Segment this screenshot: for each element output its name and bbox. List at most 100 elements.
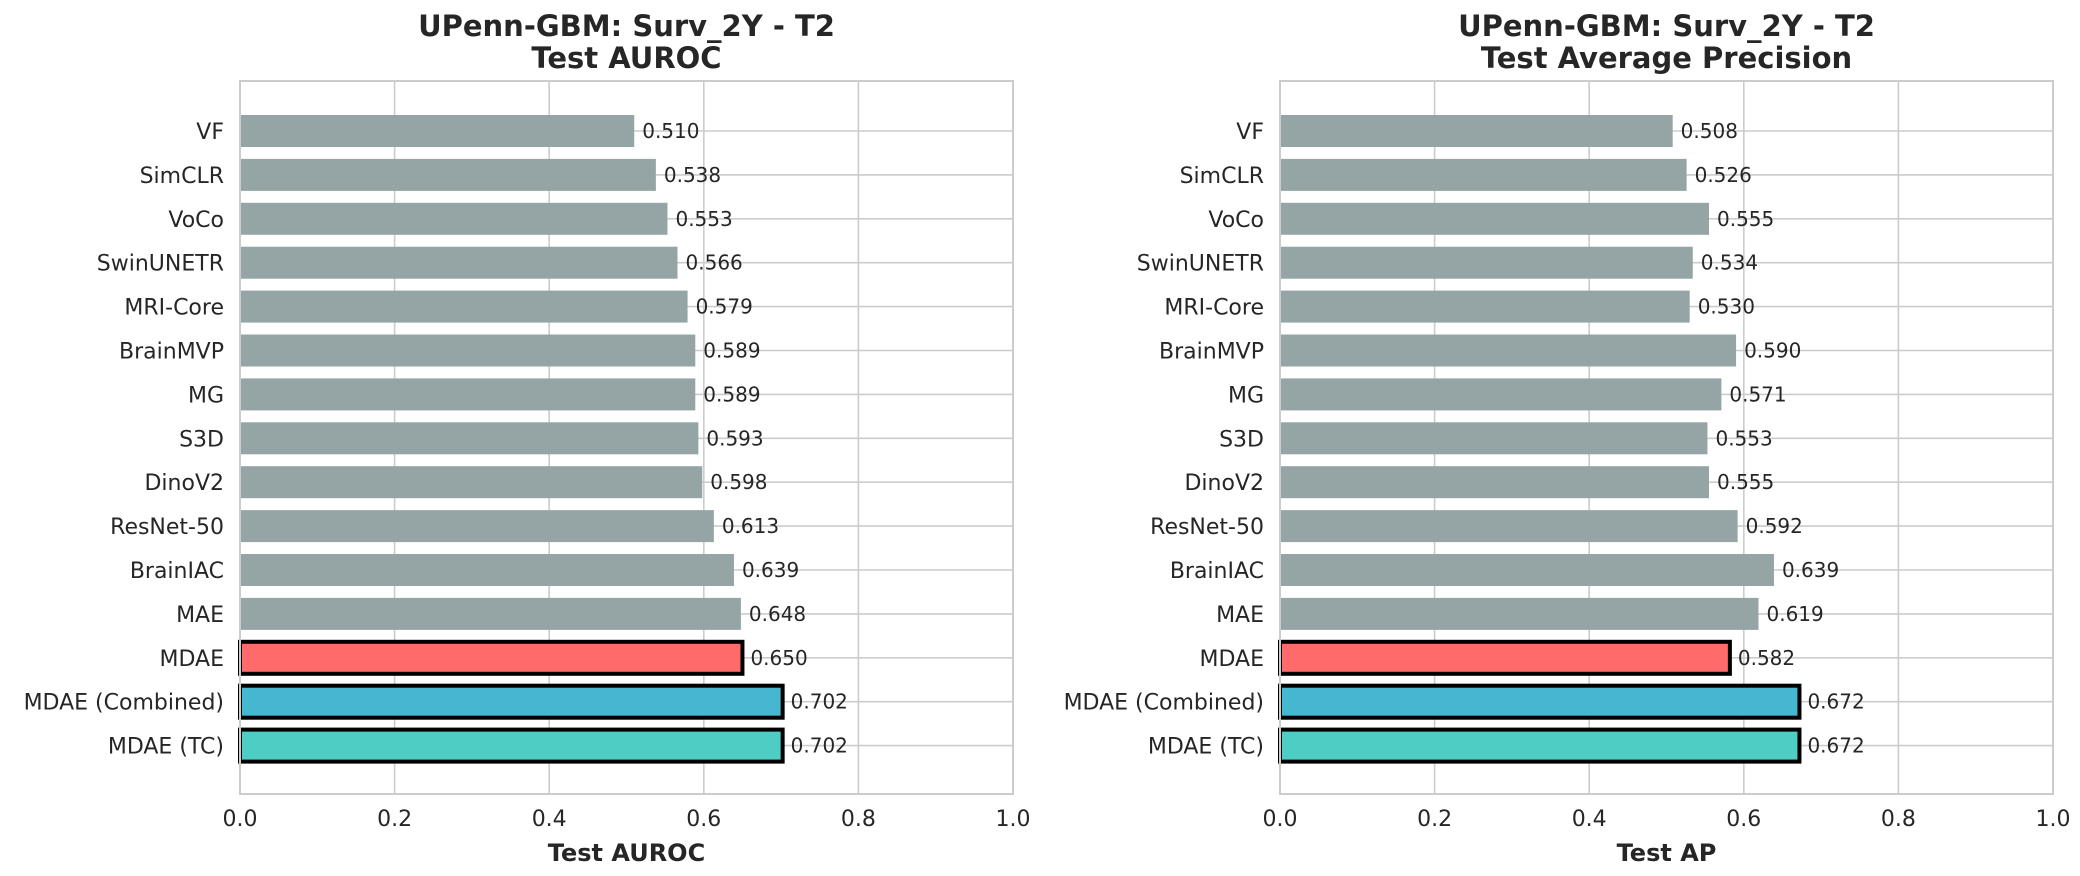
bar-dinov2 [1280, 466, 1710, 499]
bar-mdae-combined [1278, 683, 1802, 720]
category-label: BrainMVP [119, 340, 224, 365]
category-label: VF [196, 120, 224, 145]
bar-mri-core [1280, 290, 1690, 323]
category-label: SimCLR [140, 164, 224, 189]
bar-mdae [238, 639, 745, 676]
value-label: 0.555 [1717, 470, 1774, 494]
bar-brainmvp [240, 334, 696, 367]
category-label: MRI-Core [124, 296, 224, 321]
x-axis-label: Test AUROC [548, 839, 705, 867]
bar-s3d [240, 422, 699, 455]
value-label: 0.526 [1695, 163, 1752, 187]
x-tick-label: 1.0 [996, 807, 1031, 832]
category-label: SimCLR [1180, 164, 1264, 189]
category-label: SwinUNETR [97, 252, 224, 277]
category-label: MRI-Core [1164, 296, 1264, 321]
category-label: MDAE (Combined) [24, 691, 224, 716]
x-tick-label: 0.8 [841, 807, 876, 832]
value-label: 0.639 [1782, 558, 1839, 582]
category-label: DinoV2 [1184, 471, 1264, 496]
category-label: SwinUNETR [1137, 252, 1264, 277]
value-label: 0.571 [1729, 382, 1786, 406]
category-label: MAE [1216, 603, 1264, 628]
value-label: 0.648 [749, 602, 806, 626]
plot-frame [1279, 80, 2054, 795]
bar-brainiac [1280, 554, 1774, 586]
value-label: 0.589 [703, 382, 760, 406]
category-labels: VF SimCLR VoCo SwinUNETR MRI-Core BrainMVP MG S… [24, 120, 224, 760]
x-tick-label: 0.8 [1881, 807, 1916, 832]
category-label: VoCo [168, 208, 224, 233]
chart-subtitle: Test AUROC [531, 41, 721, 75]
bar-s3d [1280, 422, 1708, 455]
value-label: 0.553 [1715, 426, 1772, 450]
bar-mdae-combined [238, 683, 785, 720]
x-tick-label: 0.0 [1263, 807, 1298, 832]
value-label: 0.592 [1746, 514, 1803, 538]
bar-simclr [240, 158, 656, 191]
value-label: 0.639 [742, 558, 799, 582]
chart-subtitle: Test Average Precision [1481, 41, 1852, 75]
chart-panel-average-precision: UPenn-GBM: Surv_2Y - T2 Test Average Prec… [1040, 0, 2080, 876]
value-label: 0.582 [1738, 646, 1795, 670]
bar-voco [1280, 202, 1710, 235]
bar-voco [240, 202, 668, 235]
category-label: MDAE [1200, 647, 1265, 672]
category-label: BrainIAC [1170, 559, 1264, 584]
bar-brainmvp [1280, 334, 1737, 367]
bar-mg [1280, 378, 1722, 411]
bar-swinunetr [1280, 246, 1693, 279]
plot-frame [239, 80, 1014, 795]
category-label: S3D [179, 427, 224, 452]
category-label: MAE [176, 603, 224, 628]
value-label: 0.553 [675, 207, 732, 231]
category-label: MDAE (Combined) [1064, 691, 1264, 716]
value-label: 0.619 [1766, 602, 1823, 626]
bar-mdae-tc [238, 727, 785, 764]
chart-title: UPenn-GBM: Surv_2Y - T2 [1458, 9, 1875, 43]
bar-swinunetr [240, 246, 678, 279]
x-axis-label: Test AP [1617, 839, 1717, 867]
bar-vf [1280, 115, 1673, 147]
bar-brainiac [240, 554, 734, 586]
x-tick-label: 0.0 [223, 807, 258, 832]
value-label: 0.589 [703, 339, 760, 363]
chart-panel-auroc: UPenn-GBM: Surv_2Y - T2 Test AUROC 0.0 0.2 0… [24, 9, 1031, 867]
bar-resnet-50 [240, 510, 714, 543]
category-label: BrainIAC [130, 559, 224, 584]
x-tick-label: 0.4 [532, 807, 567, 832]
bar-mdae [1278, 639, 1732, 676]
category-label: MG [1228, 383, 1264, 408]
bar-resnet-50 [1280, 510, 1738, 543]
x-tick-labels: 0.0 0.2 0.4 0.6 0.8 1.0 [223, 807, 1031, 832]
value-label: 0.598 [710, 470, 767, 494]
value-label: 0.613 [722, 514, 779, 538]
bar-mg [240, 378, 696, 411]
value-label: 0.555 [1717, 207, 1774, 231]
category-label: S3D [1219, 427, 1264, 452]
category-label: VoCo [1208, 208, 1264, 233]
value-label: 0.702 [791, 734, 848, 758]
category-labels: VF SimCLR VoCo SwinUNETR MRI-Core BrainMVP MG S… [1064, 120, 1264, 760]
value-label: 0.579 [696, 295, 753, 319]
value-label: 0.566 [686, 251, 743, 275]
x-tick-label: 1.0 [2036, 807, 2071, 832]
value-labels: 0.508 0.526 0.555 0.534 0.530 0.590 0.571 0.553… [1681, 119, 1865, 758]
x-tick-label: 0.4 [1572, 807, 1607, 832]
value-labels: 0.510 0.538 0.553 0.566 0.579 0.589 0.589 0.593… [642, 119, 848, 758]
bar-vf [240, 115, 635, 147]
value-label: 0.534 [1701, 251, 1758, 275]
x-tick-label: 0.6 [1726, 807, 1761, 832]
x-tick-label: 0.2 [377, 807, 412, 832]
category-label: MG [188, 383, 224, 408]
x-tick-label: 0.2 [1417, 807, 1452, 832]
bar-mdae-tc [1278, 727, 1802, 764]
value-label: 0.702 [791, 690, 848, 714]
x-tick-label: 0.6 [686, 807, 721, 832]
value-label: 0.510 [642, 119, 699, 143]
value-label: 0.650 [750, 646, 807, 670]
category-label: DinoV2 [144, 471, 224, 496]
category-label: MDAE (TC) [108, 735, 224, 760]
